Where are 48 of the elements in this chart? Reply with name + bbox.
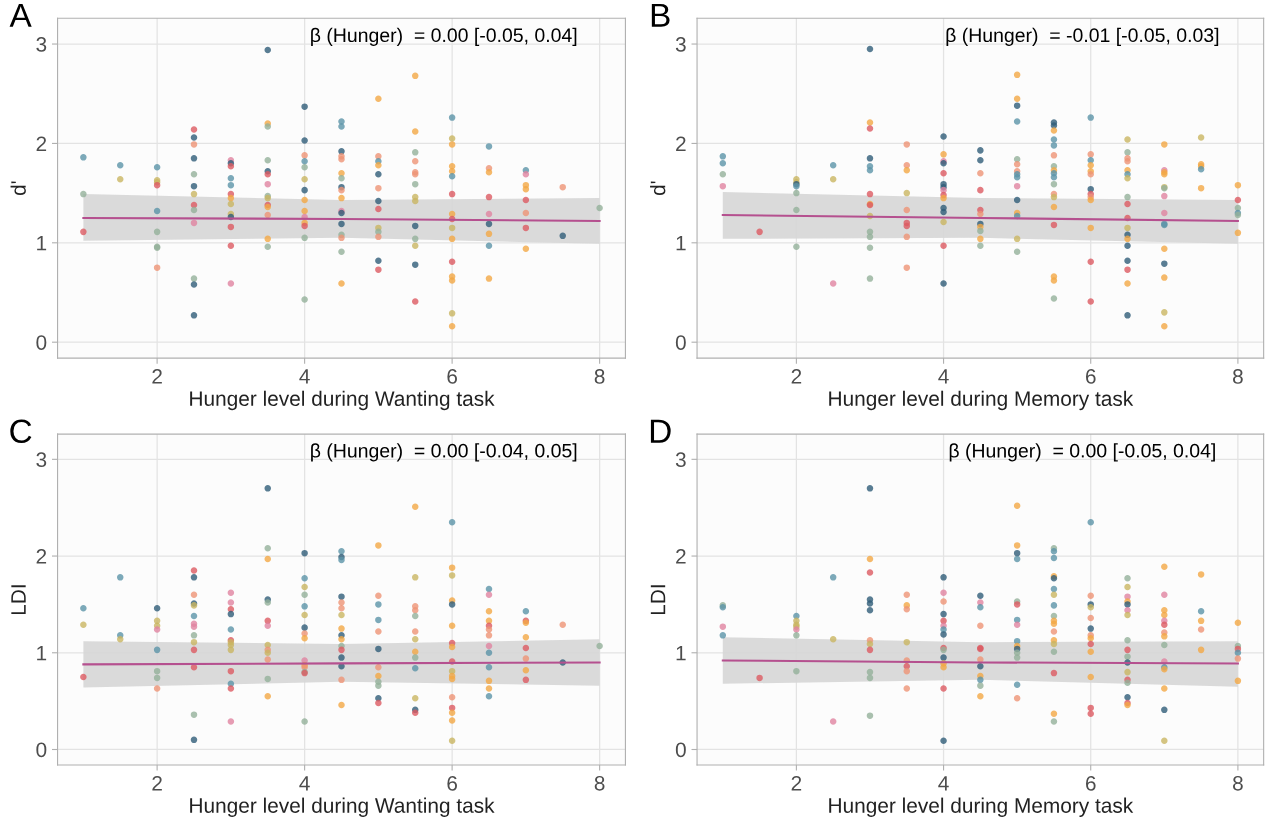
chart-title: A xyxy=(9,3,32,27)
x-tick-label: 4 xyxy=(299,369,310,384)
y-tick-label: 0 xyxy=(36,335,47,350)
y-tick-label: 1 xyxy=(676,645,686,661)
annotation: β (Hunger) = 0.00 [-0.04, 0.05] xyxy=(311,443,577,462)
annotation: β (Hunger) = 0.00 [-0.05, 0.04] xyxy=(949,443,1215,462)
y-tick-label: 1 xyxy=(37,645,47,661)
x-tick-label: 2 xyxy=(152,369,162,384)
chart-title: C xyxy=(10,419,32,444)
x-tick-label: 8 xyxy=(594,775,605,791)
annotation: β (Hunger) = -0.01 [-0.05, 0.03] xyxy=(946,27,1219,46)
y-axis-title: LDI xyxy=(11,585,26,615)
annotation: β (Hunger) = 0.00 [-0.05, 0.04] xyxy=(311,27,577,46)
x-tick-label: 6 xyxy=(447,369,457,384)
y-tick-label: 2 xyxy=(36,136,47,151)
x-tick-label: 4 xyxy=(938,776,949,791)
y-tick-label: 2 xyxy=(36,549,47,564)
x-axis-title: Hunger level during Wanting task xyxy=(190,390,495,411)
y-tick-label: 2 xyxy=(676,136,686,151)
x-tick-label: 6 xyxy=(447,775,457,791)
x-tick-label: 8 xyxy=(1233,369,1243,384)
y-tick-label: 0 xyxy=(675,335,686,350)
x-tick-label: 6 xyxy=(1085,775,1096,791)
x-axis-title: Hunger level during Memory task xyxy=(829,390,1134,411)
chart-title: D xyxy=(650,419,671,443)
x-tick-label: 2 xyxy=(791,775,802,791)
x-tick-label: 4 xyxy=(938,369,949,384)
y-tick-label: 1 xyxy=(37,236,47,251)
y-tick-label: 1 xyxy=(676,236,686,251)
y-axis-title: d' xyxy=(10,181,26,196)
x-tick-label: 8 xyxy=(1233,775,1243,791)
y-tick-label: 3 xyxy=(675,452,686,468)
x-tick-label: 8 xyxy=(594,369,605,384)
x-tick-label: 2 xyxy=(152,775,162,791)
y-axis-title: d' xyxy=(650,181,666,196)
x-axis-title: Hunger level during Memory task xyxy=(829,797,1134,818)
y-tick-label: 0 xyxy=(36,742,47,758)
chart-title: B xyxy=(651,3,670,27)
y-axis-title: LDI xyxy=(650,585,666,615)
x-tick-label: 4 xyxy=(299,776,310,791)
y-tick-label: 2 xyxy=(676,549,686,564)
x-axis-title: Hunger level during Wanting task xyxy=(190,797,495,818)
y-tick-label: 3 xyxy=(675,37,686,52)
x-tick-label: 2 xyxy=(791,369,802,384)
y-tick-label: 3 xyxy=(36,37,47,52)
x-tick-label: 6 xyxy=(1085,369,1096,384)
y-tick-label: 0 xyxy=(675,742,686,758)
y-tick-label: 3 xyxy=(36,452,47,468)
